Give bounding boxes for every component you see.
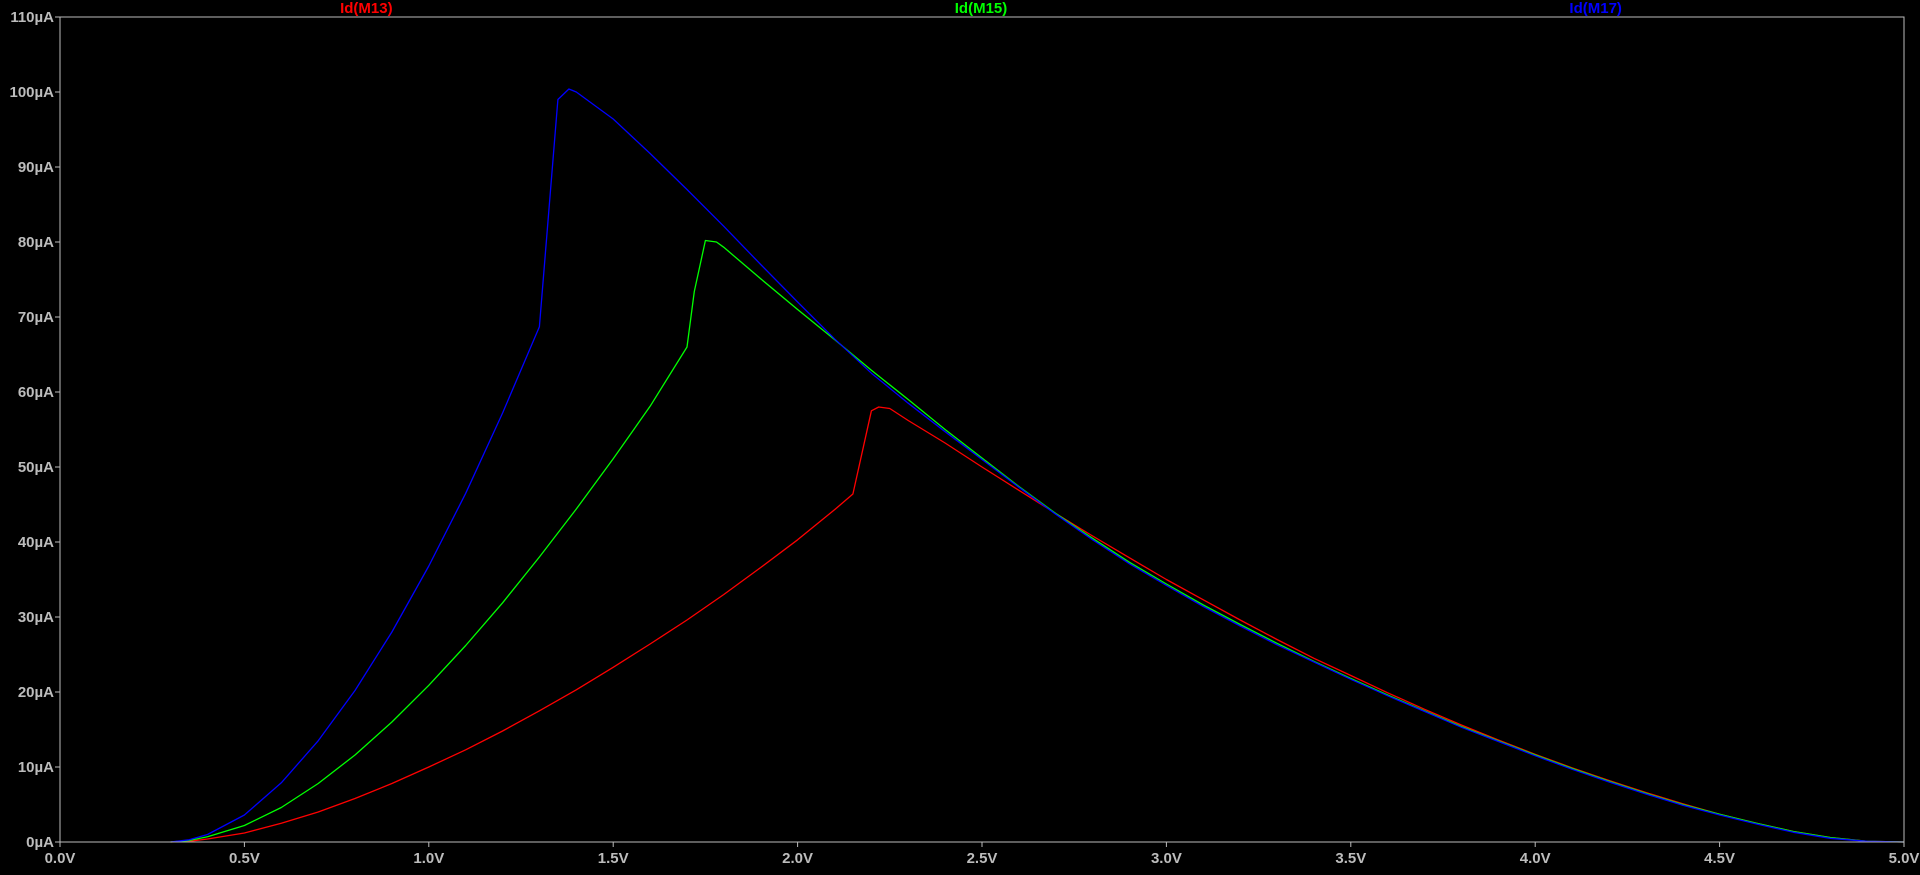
y-tick-label: 90µA (18, 159, 54, 176)
x-tick-label: 3.0V (1151, 850, 1182, 867)
x-tick-label: 2.0V (782, 850, 813, 867)
y-tick-label: 60µA (18, 384, 54, 401)
trace-line-id-m13[interactable] (170, 406, 1905, 843)
y-tick-label: 10µA (18, 759, 54, 776)
y-tick-label: 100µA (9, 84, 54, 101)
y-tick-label: 40µA (18, 534, 54, 551)
y-axis: 0µA 10µA 20µA 30µA 40µA 50µA 60µA 70µA 80µA 90µA 1… (9, 9, 60, 851)
x-tick-label: 3.5V (1335, 850, 1366, 867)
y-tick-label: 50µA (18, 459, 54, 476)
x-tick-label: 0.0V (45, 850, 76, 867)
trace-legend: Id(M13) Id(M15) Id(M17) (340, 0, 1622, 17)
legend-trace-label[interactable]: Id(M13) (340, 0, 393, 17)
trace-line-id-m17[interactable] (170, 88, 1905, 843)
x-axis: 0.0V 0.5V 1.0V 1.5V 2.0V 2.5V 3.0V 3.5V 4.0V 4.5V… (45, 842, 1920, 867)
x-tick-label: 4.0V (1520, 850, 1551, 867)
x-tick-label: 1.0V (413, 850, 444, 867)
trace-group (170, 88, 1905, 843)
x-tick-label: 5.0V (1889, 850, 1920, 867)
y-tick-label: 20µA (18, 684, 54, 701)
y-tick-label: 0µA (26, 834, 54, 851)
legend-trace-label[interactable]: Id(M17) (1569, 0, 1622, 17)
x-tick-label: 2.5V (967, 850, 998, 867)
legend-trace-label[interactable]: Id(M15) (955, 0, 1008, 17)
x-tick-label: 1.5V (598, 850, 629, 867)
x-tick-label: 4.5V (1704, 850, 1735, 867)
trace-line-id-m15[interactable] (170, 239, 1905, 843)
y-tick-label: 80µA (18, 234, 54, 251)
y-tick-label: 110µA (10, 9, 54, 26)
x-tick-label: 0.5V (229, 850, 260, 867)
y-tick-label: 70µA (18, 309, 54, 326)
y-tick-label: 30µA (18, 609, 54, 626)
